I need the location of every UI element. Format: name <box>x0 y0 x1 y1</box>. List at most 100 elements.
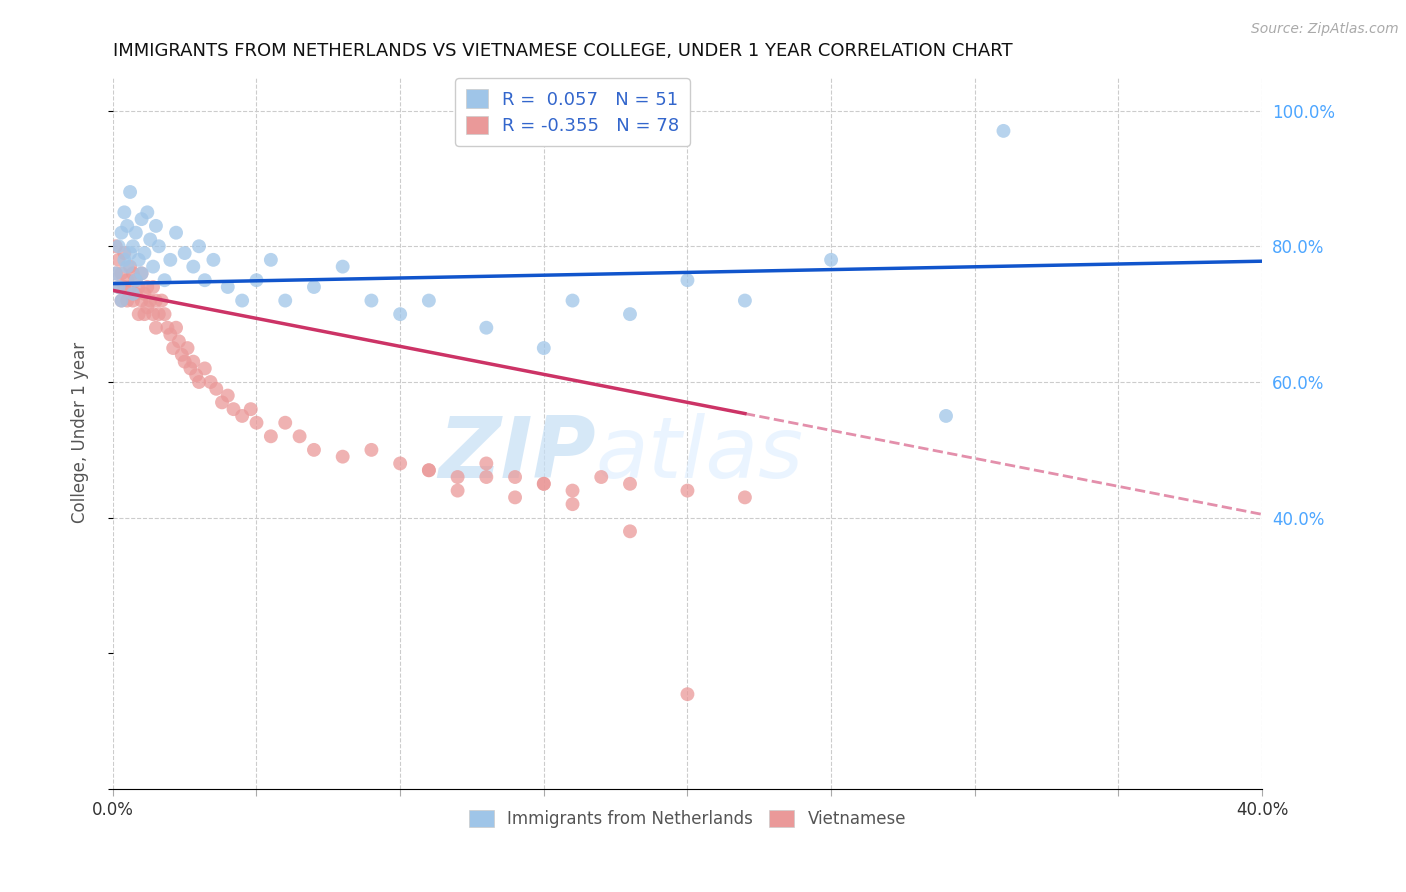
Point <box>418 293 440 308</box>
Point <box>139 293 162 308</box>
Point <box>115 260 138 274</box>
Point <box>533 341 555 355</box>
Point <box>145 293 167 308</box>
Point <box>104 267 127 281</box>
Point <box>446 470 468 484</box>
Point <box>165 226 187 240</box>
Point <box>503 470 526 484</box>
Point <box>360 293 382 308</box>
Point <box>122 293 145 308</box>
Point <box>145 320 167 334</box>
Point <box>162 341 184 355</box>
Point <box>676 273 699 287</box>
Point <box>131 267 153 281</box>
Point <box>150 293 173 308</box>
Point <box>148 239 170 253</box>
Point <box>125 286 148 301</box>
Point <box>173 246 195 260</box>
Point <box>194 273 217 287</box>
Point <box>475 470 498 484</box>
Point <box>107 252 129 267</box>
Point <box>475 457 498 471</box>
Point <box>104 267 127 281</box>
Point <box>112 205 135 219</box>
Point <box>205 382 228 396</box>
Point <box>134 307 156 321</box>
Point <box>110 293 132 308</box>
Point <box>217 280 239 294</box>
Point <box>142 307 165 321</box>
Point <box>935 409 957 423</box>
Point <box>156 320 179 334</box>
Point <box>136 205 159 219</box>
Point <box>145 219 167 233</box>
Y-axis label: College, Under 1 year: College, Under 1 year <box>72 343 89 524</box>
Point <box>159 327 181 342</box>
Point <box>112 246 135 260</box>
Point <box>131 293 153 308</box>
Point <box>619 524 641 539</box>
Point <box>170 348 193 362</box>
Text: ZIP: ZIP <box>437 413 596 496</box>
Point <box>260 252 283 267</box>
Point <box>820 252 842 267</box>
Point <box>418 463 440 477</box>
Point <box>128 280 150 294</box>
Point <box>134 286 156 301</box>
Point <box>475 320 498 334</box>
Point <box>167 334 190 349</box>
Point <box>120 185 142 199</box>
Point <box>122 267 145 281</box>
Point <box>302 442 325 457</box>
Point <box>188 239 211 253</box>
Point <box>128 252 150 267</box>
Point <box>561 293 583 308</box>
Point <box>734 293 756 308</box>
Text: atlas: atlas <box>596 413 803 496</box>
Point <box>173 354 195 368</box>
Point <box>110 293 132 308</box>
Point <box>104 239 127 253</box>
Point <box>561 483 583 498</box>
Point <box>115 273 138 287</box>
Point <box>200 375 222 389</box>
Point <box>231 409 253 423</box>
Point <box>222 402 245 417</box>
Point <box>122 239 145 253</box>
Point <box>332 450 354 464</box>
Point <box>128 307 150 321</box>
Point <box>115 219 138 233</box>
Point <box>131 267 153 281</box>
Point <box>274 293 297 308</box>
Point <box>245 273 267 287</box>
Point <box>153 307 176 321</box>
Point <box>120 246 142 260</box>
Point <box>591 470 613 484</box>
Point <box>288 429 311 443</box>
Point <box>676 687 699 701</box>
Point <box>125 226 148 240</box>
Point <box>120 280 142 294</box>
Point <box>561 497 583 511</box>
Point <box>107 280 129 294</box>
Point <box>107 239 129 253</box>
Point <box>165 320 187 334</box>
Point <box>125 273 148 287</box>
Text: IMMIGRANTS FROM NETHERLANDS VS VIETNAMESE COLLEGE, UNDER 1 YEAR CORRELATION CHAR: IMMIGRANTS FROM NETHERLANDS VS VIETNAMES… <box>112 42 1012 60</box>
Point <box>120 260 142 274</box>
Point <box>734 491 756 505</box>
Point <box>131 212 153 227</box>
Point <box>112 252 135 267</box>
Point <box>181 354 204 368</box>
Point <box>142 260 165 274</box>
Point <box>179 361 201 376</box>
Point <box>148 307 170 321</box>
Point <box>360 442 382 457</box>
Point <box>503 491 526 505</box>
Legend: Immigrants from Netherlands, Vietnamese: Immigrants from Netherlands, Vietnamese <box>463 803 912 834</box>
Point <box>125 273 148 287</box>
Point <box>110 226 132 240</box>
Point <box>142 280 165 294</box>
Point <box>136 301 159 315</box>
Point <box>211 395 233 409</box>
